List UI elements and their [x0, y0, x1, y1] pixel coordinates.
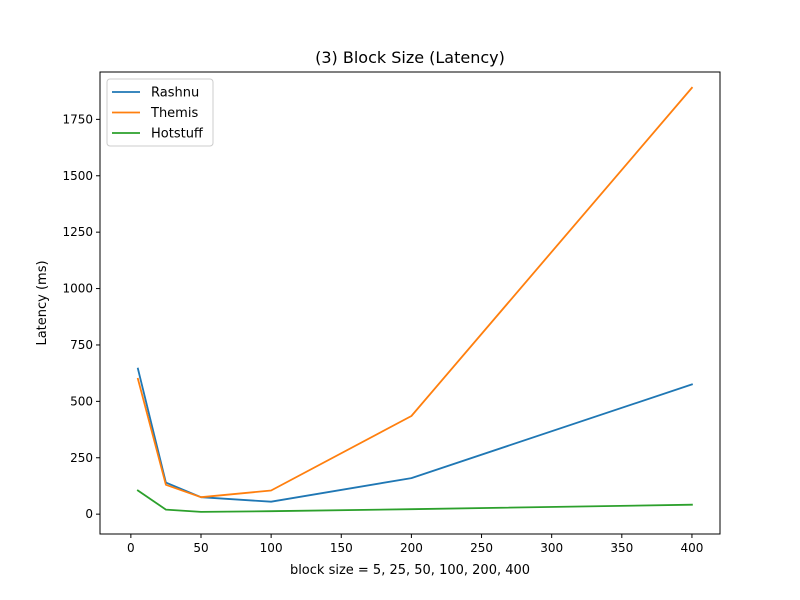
x-tick-label: 350 — [610, 541, 633, 555]
x-tick-label: 50 — [193, 541, 208, 555]
plot-frame — [99, 71, 721, 535]
x-tick-label: 250 — [470, 541, 493, 555]
y-tick-label: 1750 — [62, 112, 93, 126]
x-tick-label: 400 — [680, 541, 703, 555]
y-tick-label: 750 — [70, 338, 93, 352]
series-line-themis — [136, 86, 694, 499]
y-tick-label: 1000 — [62, 282, 93, 296]
series-layer — [136, 86, 694, 513]
legend-label-themis: Themis — [150, 106, 198, 121]
y-tick-label: 1250 — [62, 225, 93, 239]
legend-label-rashnu: Rashnu — [151, 86, 199, 101]
x-axis-label: block size = 5, 25, 50, 100, 200, 400 — [290, 563, 530, 578]
y-tick-label: 250 — [70, 451, 93, 465]
y-tick-label: 0 — [85, 507, 93, 521]
y-axis-label: Latency (ms) — [35, 260, 50, 345]
legend-box — [106, 78, 214, 147]
x-tick-label: 0 — [127, 541, 135, 555]
x-tick-label: 100 — [260, 541, 283, 555]
chart-title: (3) Block Size (Latency) — [315, 48, 505, 67]
x-tick-label: 200 — [400, 541, 423, 555]
y-tick-label: 1500 — [62, 169, 93, 183]
x-tick-label: 300 — [540, 541, 563, 555]
x-tick-label: 150 — [330, 541, 353, 555]
series-line-rashnu — [136, 367, 694, 503]
legend: Rashnu Themis Hotstuff — [106, 78, 214, 147]
y-tick-label: 500 — [70, 394, 93, 408]
series-line-hotstuff — [136, 489, 693, 513]
x-axis: 0 50 100 150 200 250 300 350 400 — [127, 534, 703, 555]
y-axis: 0 250 500 750 1000 1250 1500 1750 — [62, 112, 100, 521]
legend-label-hotstuff: Hotstuff — [151, 127, 204, 142]
